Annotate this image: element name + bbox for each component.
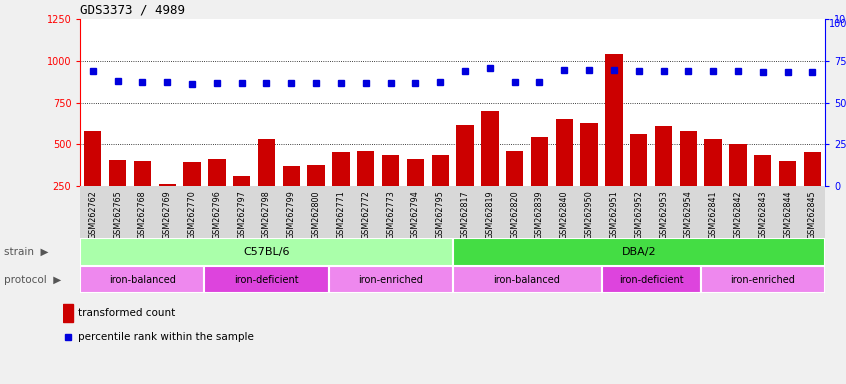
Text: percentile rank within the sample: percentile rank within the sample	[78, 332, 254, 342]
Bar	[233, 176, 250, 186]
Text: GSM262845: GSM262845	[808, 190, 817, 239]
Bar	[63, 304, 73, 322]
Bar	[431, 154, 449, 186]
Text: GSM262797: GSM262797	[237, 190, 246, 239]
Bar	[655, 126, 673, 186]
Bar	[407, 159, 424, 186]
Text: GSM262762: GSM262762	[88, 190, 97, 239]
Bar	[109, 159, 126, 186]
Bar	[84, 131, 102, 186]
Text: GSM262796: GSM262796	[212, 190, 222, 239]
Text: GSM262953: GSM262953	[659, 190, 668, 239]
Bar	[307, 164, 325, 186]
Bar	[506, 151, 524, 186]
Bar	[530, 137, 548, 186]
Text: GSM262952: GSM262952	[634, 190, 643, 239]
Bar	[754, 154, 772, 186]
Text: strain  ▶: strain ▶	[4, 247, 49, 257]
Text: GSM262799: GSM262799	[287, 190, 296, 239]
Bar	[134, 161, 151, 186]
Bar	[456, 125, 474, 186]
Bar	[556, 119, 573, 186]
Text: GSM262954: GSM262954	[684, 190, 693, 239]
Bar	[804, 152, 821, 186]
Text: GSM262817: GSM262817	[460, 190, 470, 239]
Text: GSM262794: GSM262794	[411, 190, 420, 239]
Text: DBA/2: DBA/2	[622, 247, 656, 257]
Bar	[208, 159, 226, 186]
Text: iron-deficient: iron-deficient	[618, 275, 684, 285]
Text: GSM262795: GSM262795	[436, 190, 445, 239]
Text: iron-enriched: iron-enriched	[358, 275, 423, 285]
Bar	[328, 266, 453, 293]
Text: GSM262765: GSM262765	[113, 190, 122, 239]
Text: C57BL/6: C57BL/6	[244, 247, 289, 257]
Text: iron-balanced: iron-balanced	[493, 275, 561, 285]
Text: transformed count: transformed count	[78, 308, 175, 318]
Text: GSM262840: GSM262840	[560, 190, 569, 239]
Text: GSM262798: GSM262798	[262, 190, 271, 239]
Bar	[80, 238, 453, 266]
Bar	[184, 162, 201, 186]
Bar	[453, 266, 602, 293]
Text: GSM262773: GSM262773	[386, 190, 395, 239]
Bar	[453, 238, 825, 266]
Bar	[605, 54, 623, 186]
Text: GSM262843: GSM262843	[758, 190, 767, 239]
Text: GSM262800: GSM262800	[311, 190, 321, 239]
Text: iron-enriched: iron-enriched	[730, 275, 795, 285]
Bar	[80, 266, 205, 293]
Bar	[779, 161, 796, 186]
Bar	[679, 131, 697, 186]
Bar	[205, 266, 328, 293]
Bar	[705, 139, 722, 186]
Bar	[283, 166, 300, 186]
Text: GSM262951: GSM262951	[609, 190, 618, 239]
Text: GSM262769: GSM262769	[162, 190, 172, 239]
Text: GSM262842: GSM262842	[733, 190, 743, 239]
Bar	[258, 139, 275, 186]
Text: GSM262770: GSM262770	[188, 190, 196, 239]
Text: iron-balanced: iron-balanced	[109, 275, 176, 285]
Bar	[357, 151, 375, 186]
Bar	[481, 111, 498, 186]
Text: GSM262841: GSM262841	[709, 190, 717, 239]
Bar	[382, 154, 399, 186]
Text: GSM262839: GSM262839	[535, 190, 544, 239]
Bar	[580, 123, 598, 186]
Text: protocol  ▶: protocol ▶	[4, 275, 62, 285]
Text: GSM262950: GSM262950	[585, 190, 594, 239]
Text: 100%: 100%	[829, 19, 846, 29]
Text: GSM262819: GSM262819	[486, 190, 494, 239]
Bar	[332, 152, 349, 186]
Bar	[630, 134, 647, 186]
Bar	[602, 266, 700, 293]
Bar	[700, 266, 825, 293]
Text: iron-deficient: iron-deficient	[234, 275, 299, 285]
Text: GDS3373 / 4989: GDS3373 / 4989	[80, 3, 185, 17]
Text: GSM262772: GSM262772	[361, 190, 371, 239]
Text: GSM262768: GSM262768	[138, 190, 147, 239]
Bar	[158, 184, 176, 186]
Text: GSM262844: GSM262844	[783, 190, 792, 239]
Text: GSM262771: GSM262771	[337, 190, 345, 239]
Bar	[729, 144, 747, 186]
Text: GSM262820: GSM262820	[510, 190, 519, 239]
